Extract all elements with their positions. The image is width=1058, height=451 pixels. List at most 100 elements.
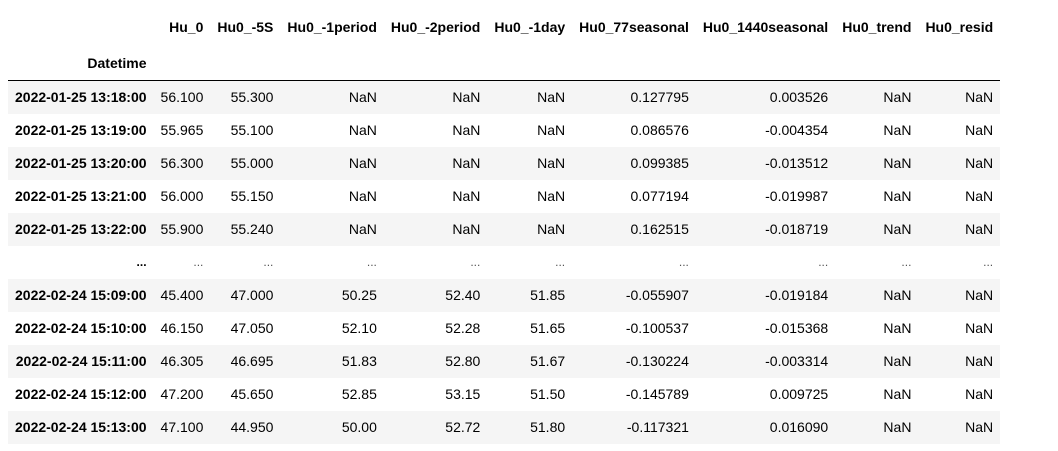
column-header: Hu0_1440seasonal [702, 19, 829, 35]
table-cell: -0.019987 [765, 188, 829, 204]
table-cell: 52.40 [445, 287, 481, 303]
table-cell: 0.009725 [769, 386, 829, 402]
table-cell: NaN [537, 89, 566, 105]
table-row: 2022-02-24 15:11:00 46.305 46.695 51.83 52.8… [8, 345, 1001, 378]
table-cell: 52.80 [445, 353, 481, 369]
table-cell: 55.900 [160, 221, 204, 237]
table-cell: 51.65 [530, 320, 566, 336]
column-header: Hu0_-2period [390, 19, 481, 35]
table-cell: 52.85 [341, 386, 377, 402]
table-cell: ... [818, 255, 829, 269]
table-cell: NaN [348, 188, 377, 204]
table-row: 2022-02-24 15:12:00 47.200 45.650 52.85 53.1… [8, 378, 1001, 411]
table-cell: NaN [965, 386, 994, 402]
table-cell: -0.130224 [625, 353, 689, 369]
dataframe-table: Hu_0 Hu0_-5S Hu0_-1period Hu0_-2period H… [8, 8, 1001, 444]
table-cell: NaN [452, 188, 481, 204]
table-cell: 52.10 [341, 320, 377, 336]
table-cell: 55.240 [230, 221, 274, 237]
table-cell: 55.100 [230, 122, 274, 138]
table-cell: 45.650 [230, 386, 274, 402]
table-cell: NaN [883, 89, 912, 105]
table-cell: 51.85 [530, 287, 566, 303]
table-cell: 0.162515 [630, 221, 689, 237]
table-cell: ... [263, 255, 274, 269]
table-cell: ... [470, 255, 481, 269]
table-cell: NaN [883, 122, 912, 138]
table-cell: NaN [965, 188, 994, 204]
table-cell: 50.00 [341, 419, 377, 435]
table-cell: 0.003526 [769, 89, 829, 105]
row-index: 2022-01-25 13:21:00 [15, 188, 147, 204]
table-cell: NaN [537, 221, 566, 237]
table-cell: 46.305 [160, 353, 204, 369]
table-cell: -0.055907 [625, 287, 689, 303]
table-cell: 0.099385 [630, 155, 689, 171]
table-cell: 55.300 [230, 89, 274, 105]
table-cell: -0.117321 [626, 419, 689, 435]
table-cell: 0.086576 [630, 122, 689, 138]
table-cell: ... [678, 255, 689, 269]
table-cell: -0.004354 [765, 122, 829, 138]
table-cell: -0.019184 [765, 287, 829, 303]
table-cell: NaN [883, 353, 912, 369]
row-index: ... [136, 255, 147, 269]
table-cell: NaN [965, 122, 994, 138]
row-index: 2022-01-25 13:18:00 [15, 89, 147, 105]
table-row: 2022-01-25 13:22:00 55.900 55.240 NaN NaN NaN… [8, 213, 1001, 246]
table-cell: 44.950 [230, 419, 274, 435]
index-name-label: Datetime [87, 55, 147, 71]
table-cell: NaN [537, 188, 566, 204]
row-index: 2022-02-24 15:09:00 [15, 287, 147, 303]
table-cell: 0.016090 [769, 419, 829, 435]
table-cell: -0.145789 [625, 386, 689, 402]
table-row: 2022-01-25 13:21:00 56.000 55.150 NaN NaN NaN… [8, 180, 1001, 213]
ellipsis-row: .............................. [8, 246, 1001, 279]
table-cell: 51.67 [530, 353, 566, 369]
table-cell: 47.100 [160, 419, 204, 435]
table-cell: 47.000 [230, 287, 274, 303]
table-cell: 0.077194 [630, 188, 689, 204]
table-header: Hu_0 Hu0_-5S Hu0_-1period Hu0_-2period H… [8, 8, 1001, 81]
table-cell: 52.72 [445, 419, 481, 435]
table-body: 2022-01-25 13:18:00 56.100 55.300 NaN NaN NaN… [8, 80, 1001, 444]
table-cell: NaN [452, 221, 481, 237]
table-cell: 55.150 [230, 188, 274, 204]
table-cell: NaN [452, 122, 481, 138]
table-cell: NaN [883, 221, 912, 237]
table-cell: NaN [883, 155, 912, 171]
table-cell: NaN [348, 155, 377, 171]
table-cell: 53.15 [445, 386, 481, 402]
table-cell: NaN [965, 419, 994, 435]
table-cell: 47.200 [160, 386, 204, 402]
table-cell: 51.83 [341, 353, 377, 369]
table-cell: 47.050 [230, 320, 274, 336]
column-header: Hu0_-5S [217, 19, 274, 35]
row-index: 2022-01-25 13:19:00 [15, 122, 147, 138]
table-cell: 52.28 [445, 320, 481, 336]
table-cell: ... [193, 255, 204, 269]
table-row: 2022-02-24 15:09:00 45.400 47.000 50.25 52.4… [8, 279, 1001, 312]
table-cell: NaN [348, 89, 377, 105]
table-cell: NaN [883, 287, 912, 303]
table-cell: NaN [965, 287, 994, 303]
column-header: Hu0_resid [925, 19, 994, 35]
table-cell: 51.50 [530, 386, 566, 402]
table-cell: NaN [965, 320, 994, 336]
table-cell: -0.018719 [765, 221, 829, 237]
table-cell: NaN [348, 221, 377, 237]
table-cell: -0.003314 [765, 353, 829, 369]
table-cell: NaN [537, 155, 566, 171]
table-cell: ... [983, 255, 994, 269]
column-header: Hu_0 [169, 19, 204, 35]
table-cell: NaN [883, 419, 912, 435]
table-cell: 50.25 [341, 287, 377, 303]
table-cell: ... [555, 255, 566, 269]
table-row: 2022-01-25 13:19:00 55.965 55.100 NaN NaN NaN… [8, 114, 1001, 147]
table-cell: -0.015368 [765, 320, 829, 336]
row-index: 2022-02-24 15:11:00 [15, 353, 147, 369]
table-cell: 51.80 [530, 419, 566, 435]
table-cell: 56.100 [160, 89, 204, 105]
table-cell: -0.013512 [765, 155, 829, 171]
